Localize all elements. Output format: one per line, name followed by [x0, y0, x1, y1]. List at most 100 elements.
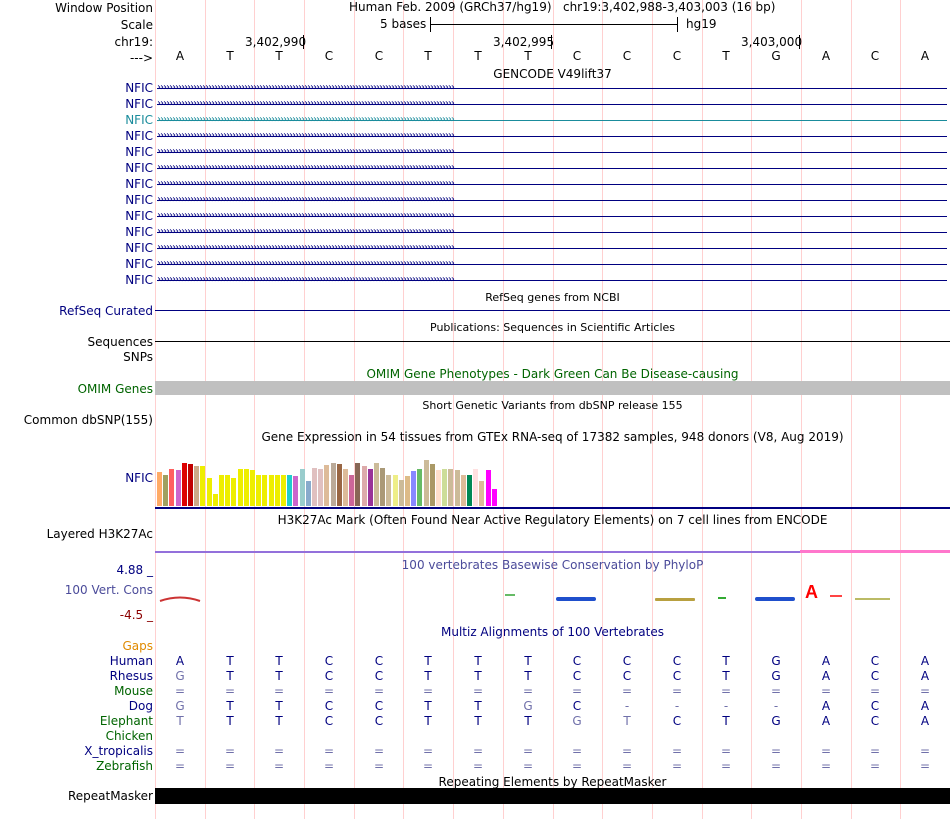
gtex-title[interactable]: Gene Expression in 54 tissues from GTEx … [261, 430, 844, 444]
gencode-gene-label[interactable]: NFIC [125, 209, 153, 223]
publications-title[interactable]: Publications: Sequences in Scientific Ar… [430, 321, 675, 334]
gencode-gene-label[interactable]: NFIC [125, 81, 153, 95]
gtex-bar-33[interactable] [362, 466, 367, 506]
multiz-species-dog[interactable]: Dog [128, 699, 153, 713]
strand-label[interactable]: ---> [129, 51, 153, 65]
omim-feature-bar[interactable] [155, 381, 950, 395]
dbsnp-title[interactable]: Short Genetic Variants from dbSNP releas… [422, 399, 683, 412]
base-7[interactable]: T [524, 49, 532, 63]
gencode-gene-label[interactable]: NFIC [125, 113, 153, 127]
gtex-bar-54[interactable] [492, 489, 497, 506]
gencode-title[interactable]: GENCODE V49lift37 [493, 67, 612, 81]
gtex-bar-22[interactable] [293, 476, 298, 506]
gtex-bar-1[interactable] [163, 475, 168, 506]
gtex-bar-30[interactable] [343, 469, 348, 506]
gtex-bar-31[interactable] [349, 475, 354, 506]
gtex-bar-0[interactable] [157, 472, 162, 506]
gtex-bar-8[interactable] [207, 478, 212, 506]
snps-label[interactable]: SNPs [123, 350, 153, 364]
publications-label[interactable]: Sequences [87, 335, 153, 349]
omim-title[interactable]: OMIM Gene Phenotypes - Dark Green Can Be… [366, 367, 739, 381]
gtex-bar-2[interactable] [169, 469, 174, 506]
gtex-bar-29[interactable] [337, 464, 342, 506]
gencode-gene-feature[interactable]: ››››››››››››››››››››››››››››››››››››››››… [157, 258, 947, 270]
base-9[interactable]: C [622, 49, 632, 63]
gtex-bar-23[interactable] [300, 469, 305, 506]
gtex-bar-49[interactable] [461, 475, 466, 506]
multiz-species-x_tropicalis[interactable]: X_tropicalis [84, 744, 153, 758]
gtex-bar-53[interactable] [486, 470, 491, 506]
gencode-gene-label[interactable]: NFIC [125, 257, 153, 271]
gtex-bar-39[interactable] [399, 480, 404, 506]
gtex-bar-46[interactable] [442, 469, 447, 506]
phylop-logo[interactable]: A [155, 580, 950, 610]
base-8[interactable]: C [572, 49, 582, 63]
multiz-species-rhesus[interactable]: Rhesus [109, 669, 153, 683]
base-0[interactable]: A [175, 49, 185, 63]
gencode-gene-feature[interactable]: ››››››››››››››››››››››››››››››››››››››››… [157, 242, 947, 254]
base-11[interactable]: T [722, 49, 730, 63]
phylop-title[interactable]: 100 vertebrates Basewise Conservation by… [401, 558, 704, 572]
base-5[interactable]: T [424, 49, 432, 63]
multiz-title[interactable]: Multiz Alignments of 100 Vertebrates [440, 625, 665, 639]
gencode-gene-feature[interactable]: ››››››››››››››››››››››››››››››››››››››››… [157, 226, 947, 238]
multiz-species-mouse[interactable]: Mouse [114, 684, 153, 698]
gencode-gene-feature[interactable]: ››››››››››››››››››››››››››››››››››››››››… [157, 146, 947, 158]
multiz-species-zebrafish[interactable]: Zebrafish [96, 759, 153, 773]
gtex-bar-42[interactable] [417, 469, 422, 506]
base-6[interactable]: T [474, 49, 482, 63]
base-13[interactable]: A [821, 49, 831, 63]
gtex-bar-32[interactable] [355, 463, 360, 506]
gencode-gene-label[interactable]: NFIC [125, 145, 153, 159]
gtex-bar-11[interactable] [225, 475, 230, 506]
gencode-gene-label[interactable]: NFIC [125, 97, 153, 111]
gtex-bar-21[interactable] [287, 475, 292, 506]
gencode-gene-label[interactable]: NFIC [125, 177, 153, 191]
repeatmasker-feature[interactable] [155, 788, 950, 804]
base-10[interactable]: C [672, 49, 682, 63]
gtex-bar-34[interactable] [368, 469, 373, 506]
multiz-species-elephant[interactable]: Elephant [99, 714, 153, 728]
phylop-label[interactable]: 100 Vert. Cons [64, 583, 153, 597]
gtex-bar-52[interactable] [479, 481, 484, 506]
gtex-bar-24[interactable] [306, 481, 311, 506]
gtex-bar-27[interactable] [324, 465, 329, 506]
gtex-bar-43[interactable] [424, 460, 429, 506]
base-1[interactable]: T [226, 49, 234, 63]
gencode-gene-feature[interactable]: ››››››››››››››››››››››››››››››››››››››››… [157, 130, 947, 142]
window-position-label[interactable]: Window Position [55, 1, 153, 15]
gtex-bar-9[interactable] [213, 494, 218, 506]
gencode-gene-feature[interactable]: ››››››››››››››››››››››››››››››››››››››››… [157, 98, 947, 110]
base-4[interactable]: C [374, 49, 384, 63]
gtex-bar-41[interactable] [411, 471, 416, 506]
gtex-bar-13[interactable] [238, 469, 243, 506]
gtex-bar-15[interactable] [250, 470, 255, 506]
assembly-title[interactable]: Human Feb. 2009 (GRCh37/hg19) chr19:3,40… [349, 0, 775, 14]
gencode-gene-feature[interactable]: ››››››››››››››››››››››››››››››››››››››››… [157, 82, 947, 94]
gtex-bar-47[interactable] [448, 469, 453, 506]
gencode-gene-feature[interactable]: ››››››››››››››››››››››››››››››››››››››››… [157, 114, 947, 126]
refseq-label[interactable]: RefSeq Curated [59, 304, 153, 318]
h3k27ac-title[interactable]: H3K27Ac Mark (Often Found Near Active Re… [277, 513, 828, 527]
gtex-bar-28[interactable] [331, 463, 336, 506]
omim-label[interactable]: OMIM Genes [77, 382, 153, 396]
gencode-gene-label[interactable]: NFIC [125, 241, 153, 255]
gtex-bar-6[interactable] [194, 466, 199, 506]
gtex-bar-4[interactable] [182, 463, 187, 506]
gencode-gene-feature[interactable]: ››››››››››››››››››››››››››››››››››››››››… [157, 274, 947, 286]
base-12[interactable]: G [771, 49, 781, 63]
gtex-bar-25[interactable] [312, 468, 317, 506]
gtex-bar-38[interactable] [393, 475, 398, 506]
h3k27ac-signal-peak[interactable] [800, 550, 950, 553]
gtex-bar-35[interactable] [374, 463, 379, 506]
multiz-species-chicken[interactable]: Chicken [105, 729, 153, 743]
h3k27ac-signal[interactable] [155, 551, 950, 553]
gtex-bar-17[interactable] [262, 475, 267, 506]
refseq-gene-line[interactable] [155, 310, 950, 311]
gtex-bar-19[interactable] [275, 475, 280, 506]
gtex-bar-40[interactable] [405, 476, 410, 506]
multiz-gaps-label[interactable]: Gaps [122, 639, 153, 653]
gtex-bar-18[interactable] [269, 475, 274, 506]
repeatmasker-title[interactable]: Repeating Elements by RepeatMasker [438, 775, 667, 789]
gencode-gene-feature[interactable]: ››››››››››››››››››››››››››››››››››››››››… [157, 194, 947, 206]
